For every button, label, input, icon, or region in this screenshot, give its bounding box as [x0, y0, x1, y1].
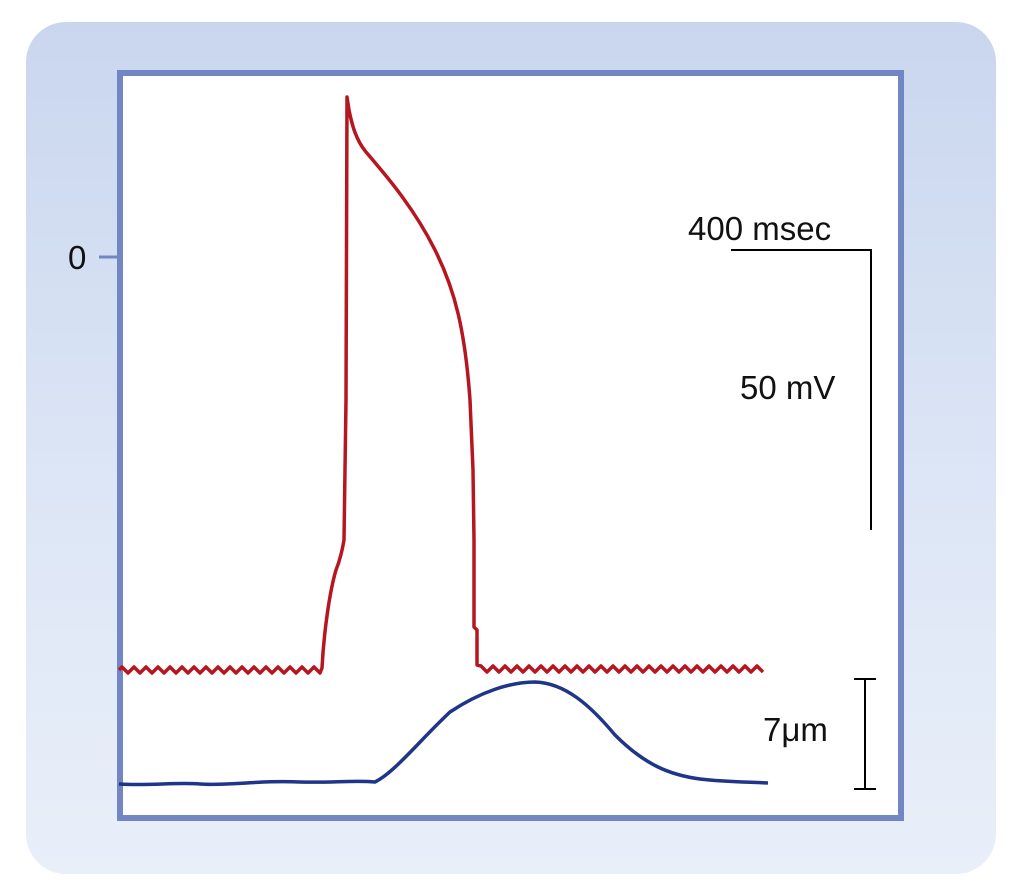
length-scale-label: 7μm — [763, 711, 828, 748]
cell-length-trace — [118, 680, 769, 787]
action-potential-trace — [117, 95, 765, 675]
zero-label: 0 — [68, 239, 86, 276]
plot-frame — [117, 70, 904, 821]
voltage-scale-label: 50 mV — [740, 369, 835, 406]
time-scale-label: 400 msec — [688, 210, 831, 247]
